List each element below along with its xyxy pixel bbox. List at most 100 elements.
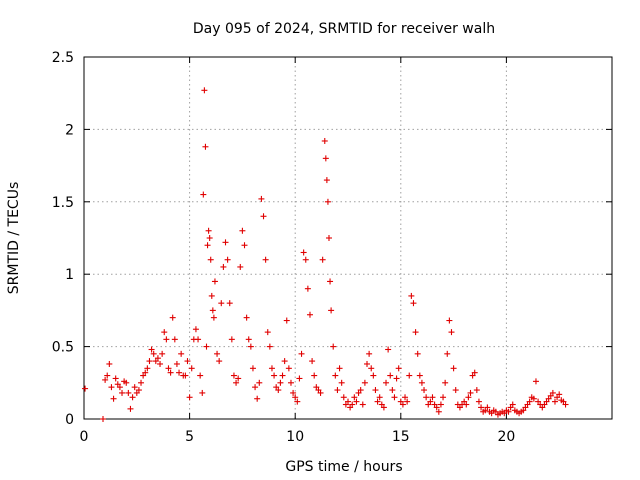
data-point [82, 385, 89, 392]
data-point [450, 365, 457, 372]
x-tick-label: 10 [286, 429, 304, 445]
data-point [549, 389, 556, 396]
data-point [345, 398, 351, 405]
data-point [203, 343, 210, 350]
data-point [277, 379, 284, 386]
data-point [328, 307, 335, 314]
data-point [150, 350, 157, 357]
data-point [235, 375, 242, 382]
x-tick-label: 20 [497, 429, 515, 445]
data-point [319, 256, 326, 263]
data-point [475, 398, 482, 405]
data-point [233, 379, 240, 386]
y-tick-label: 1 [65, 267, 74, 283]
data-point [471, 369, 478, 376]
data-point [323, 177, 330, 184]
data-point [421, 387, 428, 394]
data-point [285, 365, 292, 372]
data-point [429, 394, 436, 401]
data-point [245, 336, 252, 343]
data-point [446, 317, 453, 324]
data-point [340, 394, 347, 401]
data-point [376, 394, 383, 401]
data-point [296, 375, 303, 382]
data-point [334, 387, 341, 394]
data-point [220, 263, 227, 270]
data-point [243, 314, 250, 321]
x-axis-label: GPS time / hours [285, 459, 402, 475]
data-point [148, 346, 155, 353]
data-point [135, 387, 142, 394]
data-point [402, 394, 409, 401]
data-point [271, 372, 278, 379]
data-point [364, 360, 371, 367]
y-tick-label: 2 [65, 122, 74, 138]
data-point [406, 372, 413, 379]
data-point [192, 326, 199, 333]
data-point [385, 346, 392, 353]
data-point [393, 375, 400, 382]
data-point [509, 401, 516, 408]
data-point [410, 300, 417, 307]
data-point [224, 256, 231, 263]
data-point [435, 408, 442, 415]
data-point [204, 242, 211, 249]
data-point [258, 195, 265, 202]
data-point [380, 404, 387, 411]
data-point [254, 395, 261, 402]
grid-lines [84, 57, 612, 419]
data-point [102, 376, 109, 383]
data-point [112, 375, 119, 382]
y-tick-label: 0 [65, 412, 74, 428]
y-axis-label: SRMTID / TECUs [6, 182, 22, 295]
data-point [167, 369, 174, 376]
data-point [332, 372, 339, 379]
x-tick-label: 15 [392, 429, 410, 445]
data-point [157, 360, 164, 367]
data-point [463, 401, 470, 408]
data-point [214, 350, 221, 357]
data-point [290, 389, 297, 396]
data-point [418, 379, 425, 386]
data-point [349, 401, 356, 408]
data-point [178, 350, 185, 357]
data-point [184, 358, 191, 365]
data-point [368, 365, 375, 372]
data-point [383, 379, 390, 386]
data-point [104, 372, 111, 379]
data-point [412, 329, 419, 336]
data-point [374, 398, 381, 405]
data-point [195, 336, 202, 343]
data-point [395, 365, 402, 372]
data-point [281, 358, 288, 365]
data-point [370, 372, 377, 379]
data-point [108, 384, 115, 391]
data-point [262, 256, 269, 263]
data-point [433, 404, 440, 411]
data-point [399, 401, 406, 408]
data-point [298, 350, 305, 357]
data-point [218, 300, 225, 307]
data-point [247, 343, 254, 350]
data-point [338, 379, 345, 386]
data-point [423, 394, 430, 401]
data-point [176, 369, 183, 376]
data-point [210, 314, 217, 321]
data-point [530, 395, 537, 402]
data-point [414, 350, 421, 357]
axis-ticks: 0 5 10 15 20 0 0.5 1 1.5 2 2.5 [52, 50, 612, 445]
data-point [465, 394, 472, 401]
y-tick-label: 2.5 [52, 50, 74, 66]
data-point [200, 191, 207, 198]
plot-frame [83, 56, 613, 420]
data-point [144, 365, 151, 372]
data-point [205, 227, 212, 234]
data-point [330, 343, 337, 350]
data-point [159, 350, 166, 357]
data-point [473, 387, 480, 394]
data-point [209, 307, 216, 314]
data-point [294, 398, 301, 405]
data-point [186, 394, 193, 401]
data-point [442, 379, 449, 386]
